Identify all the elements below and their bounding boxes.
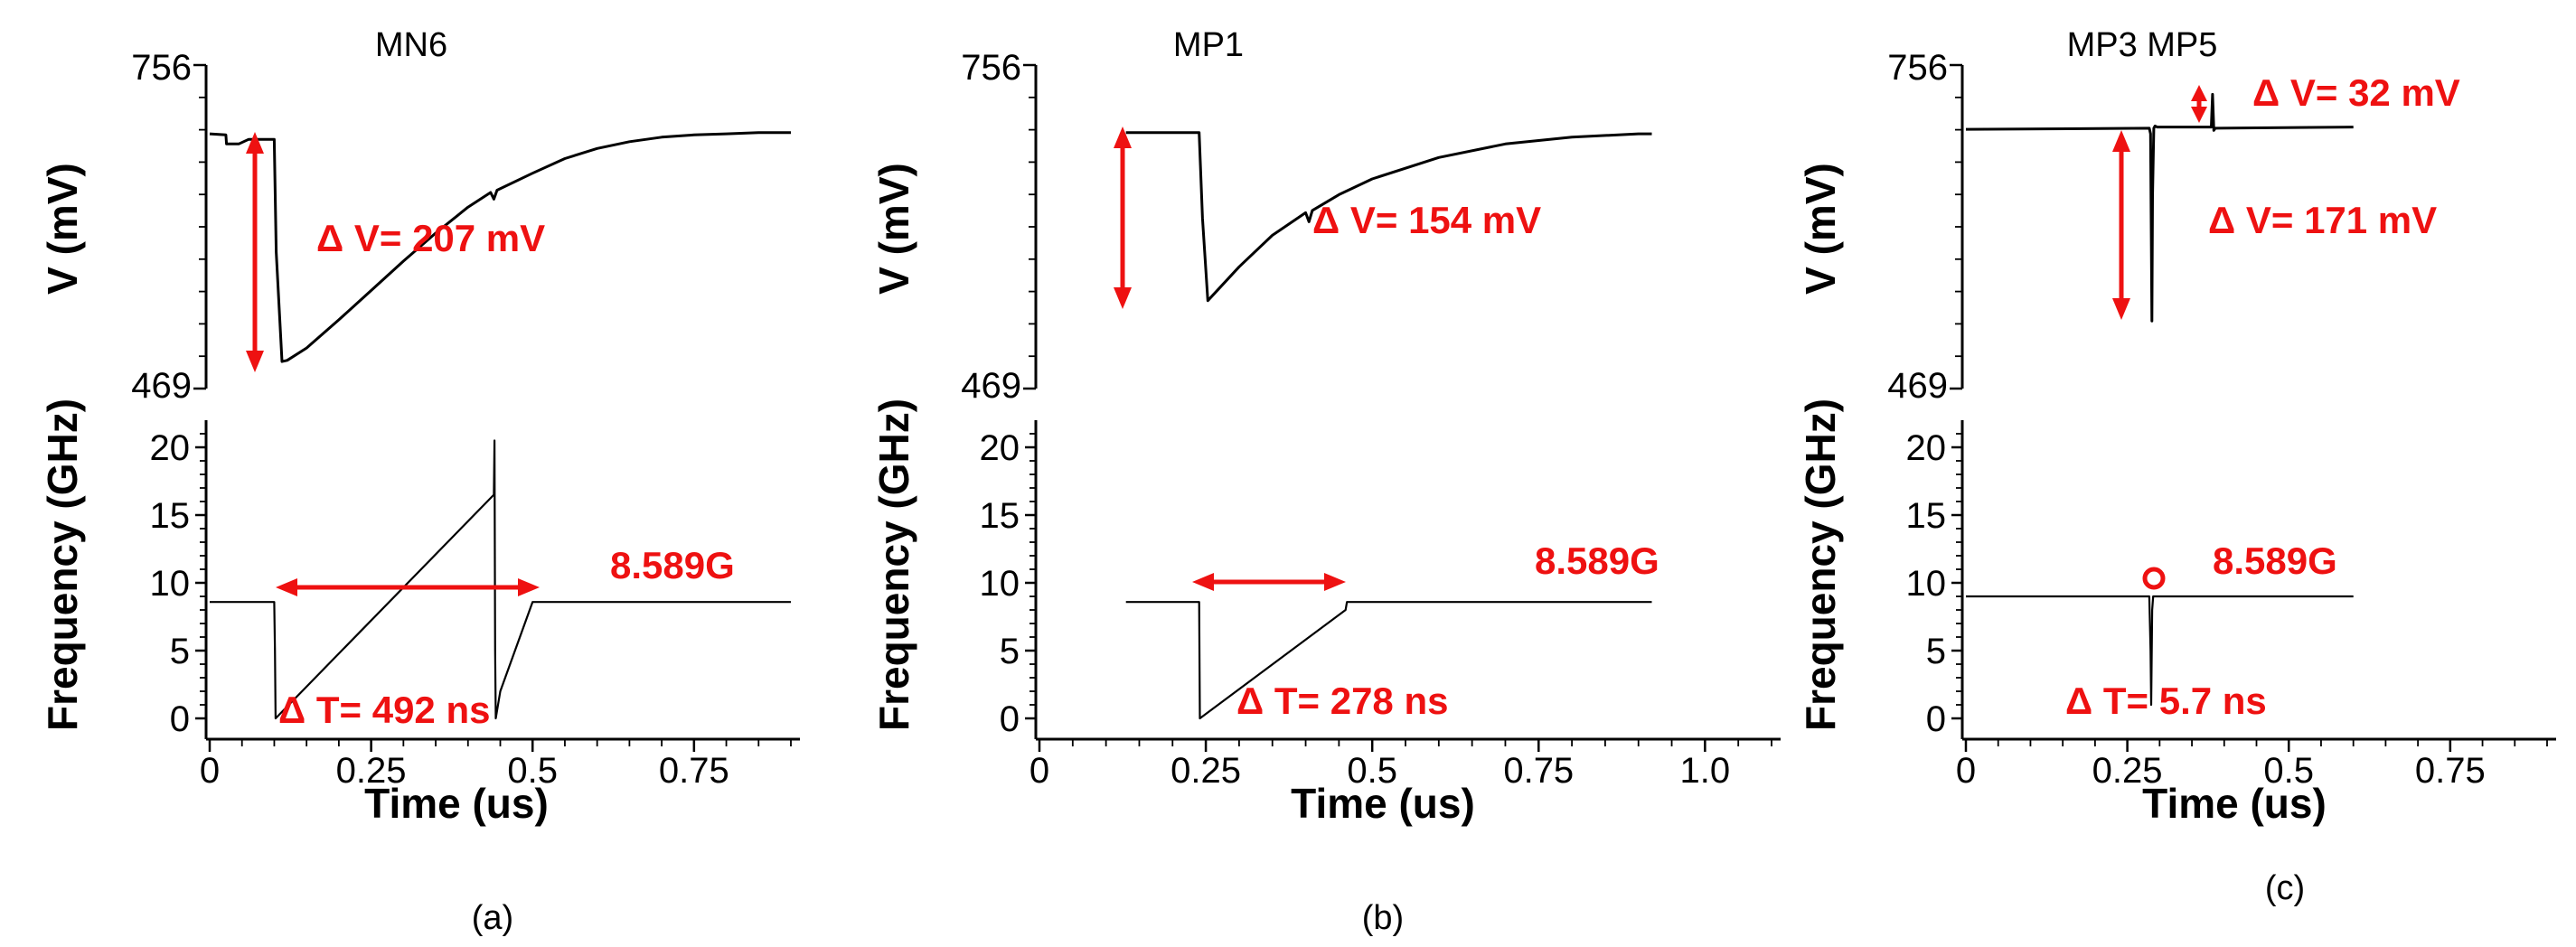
panel-b-dt-arrowhead-left <box>1192 573 1214 591</box>
panel-a-vmax-label: 756 <box>131 48 192 88</box>
panel-b: MP1 756 469 V (mV) Frequency (GHz) Time … <box>870 26 1781 937</box>
panel-b-caption: (b) <box>1362 899 1404 937</box>
panel-b-title: MP1 <box>1173 26 1244 64</box>
panel-c-x-tick-label: 0.25 <box>2092 751 2163 791</box>
panel-a-frequency-tick-label: 20 <box>150 428 191 468</box>
panel-a-xlabel: Time (us) <box>364 780 549 827</box>
panel-b-voltage-ylabel: V (mV) <box>870 163 917 295</box>
panel-b-frequency-tick-label: 5 <box>1000 632 1020 671</box>
panel-a-x-tick-label: 0.5 <box>507 751 558 791</box>
panel-b-voltage-trace <box>1125 131 1652 303</box>
panel-b-frequency-ylabel: Frequency (GHz) <box>870 398 917 731</box>
panel-c-frequency-tick-label: 5 <box>1926 632 1946 671</box>
panel-c-xlabel: Time (us) <box>2142 780 2327 827</box>
panel-b-vmax-label: 756 <box>961 48 1021 88</box>
panel-c-dv2-arrowhead-bottom <box>2191 107 2207 123</box>
panel-b-dt-label: Δ T= 278 ns <box>1236 680 1448 722</box>
panel-c-frequency-tick-label: 10 <box>1906 564 1947 604</box>
panel-b-vmin-label: 469 <box>961 366 1021 406</box>
panel-a-frequency-tick-label: 5 <box>170 632 190 671</box>
panel-a-voltage-ylabel: V (mV) <box>39 163 86 295</box>
panel-a-x-tick-label: 0.25 <box>336 751 407 791</box>
panel-b-frequency-tick-label: 10 <box>980 564 1020 604</box>
panel-a-dt-arrowhead-right <box>518 578 540 596</box>
panel-c-level-label: 8.589G <box>2213 539 2337 582</box>
panel-c-title: MP3 MP5 <box>2067 26 2218 64</box>
panel-c-dv-arrowhead-bottom <box>2112 298 2130 320</box>
panel-c-event-marker <box>2142 567 2166 590</box>
panel-a-dt-label: Δ T= 492 ns <box>278 689 490 731</box>
panel-b-x-tick-label: 0.25 <box>1170 751 1241 791</box>
panel-c: MP3 MP5 756 469 V (mV) Frequency (GHz) T… <box>1797 26 2556 907</box>
panel-a-dv-arrowhead-bottom <box>246 351 264 372</box>
panel-a-dv-arrowhead-top <box>246 132 264 154</box>
panel-b-frequency-tick-label: 20 <box>980 428 1020 468</box>
panel-b-x-tick-label: 0.75 <box>1503 751 1574 791</box>
panel-a: MN6 756 469 V (mV) Frequency (GHz) Time … <box>39 26 800 937</box>
panel-a-frequency-tick-label: 10 <box>150 564 191 604</box>
panel-a-dv-label: Δ V= 207 mV <box>316 217 545 259</box>
panel-b-dt-arrowhead-right <box>1324 573 1346 591</box>
panel-b-dv-label: Δ V= 154 mV <box>1312 199 1541 241</box>
panel-c-frequency-ylabel: Frequency (GHz) <box>1797 398 1844 731</box>
panel-c-dv2-arrowhead-top <box>2191 85 2207 101</box>
panel-c-frequency-tick-label: 15 <box>1906 496 1947 536</box>
panel-b-frequency-tick-label: 0 <box>1000 699 1020 739</box>
panel-a-caption: (a) <box>472 899 513 937</box>
panel-b-frequency-tick-label: 15 <box>980 496 1020 536</box>
panel-a-frequency-tick-label: 0 <box>170 699 190 739</box>
panel-c-x-tick-label: 0.5 <box>2263 751 2314 791</box>
panel-b-frequency-trace <box>1125 601 1652 720</box>
panel-b-dv-arrowhead-bottom <box>1114 287 1132 309</box>
panel-a-frequency-tick-label: 15 <box>150 496 191 536</box>
panel-b-x-tick-label: 0.5 <box>1347 751 1397 791</box>
panel-c-voltage-ylabel: V (mV) <box>1797 163 1844 295</box>
panel-c-vmin-label: 469 <box>1887 366 1948 406</box>
panel-a-x-tick-label: 0.75 <box>659 751 729 791</box>
panel-c-dv-label: Δ V= 171 mV <box>2208 199 2437 241</box>
panel-c-dv-arrowhead-top <box>2112 130 2130 152</box>
panel-c-vmax-label: 756 <box>1887 48 1948 88</box>
panel-a-title: MN6 <box>375 26 447 64</box>
panel-a-level-label: 8.589G <box>610 544 735 586</box>
panel-c-voltage-trace <box>1965 92 2354 323</box>
panel-c-dt-label: Δ T= 5.7 ns <box>2065 680 2267 722</box>
panel-b-x-tick-label: 1.0 <box>1680 751 1731 791</box>
panel-b-xlabel: Time (us) <box>1291 780 1475 827</box>
panel-c-frequency-tick-label: 0 <box>1926 699 1946 739</box>
panel-c-frequency-tick-label: 20 <box>1906 428 1947 468</box>
panel-a-dt-arrowhead-left <box>276 578 297 596</box>
panel-a-frequency-ylabel: Frequency (GHz) <box>39 398 86 731</box>
panel-a-x-tick-label: 0 <box>200 751 220 791</box>
panel-b-level-label: 8.589G <box>1535 539 1659 582</box>
panel-c-frequency-trace <box>1966 595 2354 707</box>
panel-c-dv2-label: Δ V= 32 mV <box>2252 71 2460 114</box>
panel-c-x-tick-label: 0 <box>1956 751 1976 791</box>
panel-b-dv-arrowhead-top <box>1114 127 1132 148</box>
panel-a-vmin-label: 469 <box>131 366 192 406</box>
panel-c-x-tick-label: 0.75 <box>2415 751 2486 791</box>
panel-b-x-tick-label: 0 <box>1029 751 1049 791</box>
panel-c-caption: (c) <box>2265 869 2305 907</box>
panel-a-frequency-trace <box>210 439 791 720</box>
